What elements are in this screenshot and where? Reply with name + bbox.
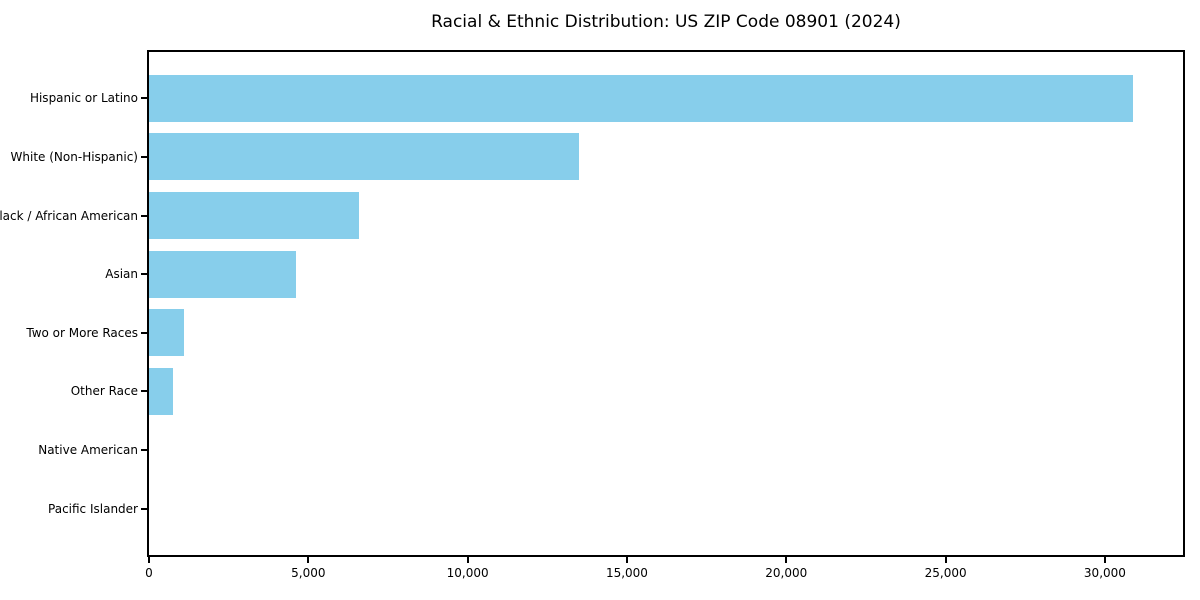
chart-title: Racial & Ethnic Distribution: US ZIP Cod…: [431, 12, 901, 32]
x-tick-label: 0: [145, 566, 153, 580]
y-tick-mark: [141, 331, 147, 334]
y-tick-mark: [141, 507, 147, 510]
x-tick-label: 25,000: [924, 566, 967, 580]
x-tick-label: 5,000: [291, 566, 326, 580]
y-tick-mark: [141, 273, 147, 276]
x-tick-mark: [785, 557, 788, 563]
y-tick-label: Black / African American: [0, 208, 138, 223]
y-tick-mark: [141, 449, 147, 452]
bar: [149, 367, 173, 415]
x-tick-label: 30,000: [1083, 566, 1126, 580]
x-tick-mark: [944, 557, 947, 563]
bar: [149, 133, 579, 181]
x-tick-mark: [1103, 557, 1106, 563]
y-tick-mark: [141, 155, 147, 158]
x-tick-label: 20,000: [765, 566, 808, 580]
x-tick-label: 15,000: [605, 566, 648, 580]
x-tick-label: 10,000: [446, 566, 489, 580]
x-tick-mark: [307, 557, 310, 563]
x-tick-mark: [625, 557, 628, 563]
y-tick-label: Pacific Islander: [48, 501, 138, 516]
bar: [149, 250, 296, 298]
y-tick-mark: [141, 390, 147, 393]
bar: [149, 74, 1133, 122]
y-tick-label: Native American: [38, 443, 138, 458]
y-tick-mark: [141, 214, 147, 217]
y-tick-label: White (Non-Hispanic): [10, 149, 138, 164]
bar: [149, 309, 184, 357]
y-tick-label: Hispanic or Latino: [29, 91, 138, 106]
plot-area: Hispanic or Latino White (Non-Hispanic) Bl…: [0, 50, 1185, 580]
y-tick-label: Two or More Races: [26, 325, 138, 340]
y-tick-label: Asian: [105, 267, 138, 282]
bar: [149, 192, 360, 239]
x-tick-mark: [466, 557, 469, 563]
y-tick-mark: [141, 97, 147, 100]
x-tick-mark: [148, 557, 150, 563]
y-tick-label: Other Race: [70, 384, 138, 399]
